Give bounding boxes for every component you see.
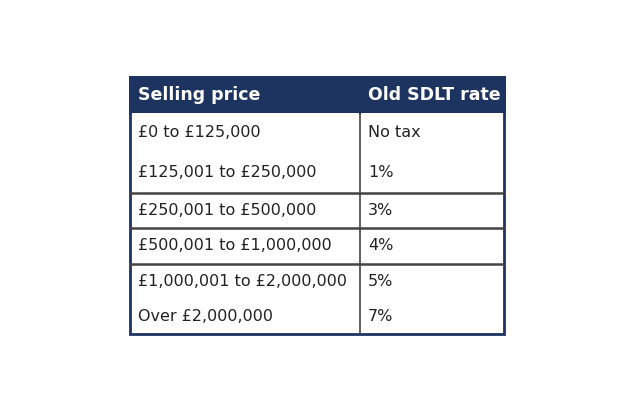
Text: £250,001 to £500,000: £250,001 to £500,000 [138,203,316,218]
Bar [130,264,504,299]
Text: 5%: 5% [368,274,394,289]
Text: £0 to £125,000: £0 to £125,000 [138,125,261,140]
Text: Selling price: Selling price [138,86,260,104]
Text: 1%: 1% [368,165,394,180]
Bar [130,153,504,193]
Text: Over £2,000,000: Over £2,000,000 [138,309,273,324]
Text: No tax: No tax [368,125,421,140]
Text: £125,001 to £250,000: £125,001 to £250,000 [138,165,316,180]
Text: £1,000,001 to £2,000,000: £1,000,001 to £2,000,000 [138,274,347,289]
Bar [130,77,504,113]
Bar [130,193,504,228]
Bar [130,113,504,153]
Bar [130,228,504,264]
Text: 3%: 3% [368,203,393,218]
Bar [130,299,504,334]
Bar [130,77,504,334]
Text: Old SDLT rate: Old SDLT rate [368,86,501,104]
Bar [130,77,504,113]
Text: £500,001 to £1,000,000: £500,001 to £1,000,000 [138,238,332,253]
Text: 7%: 7% [368,309,394,324]
Text: 4%: 4% [368,238,394,253]
